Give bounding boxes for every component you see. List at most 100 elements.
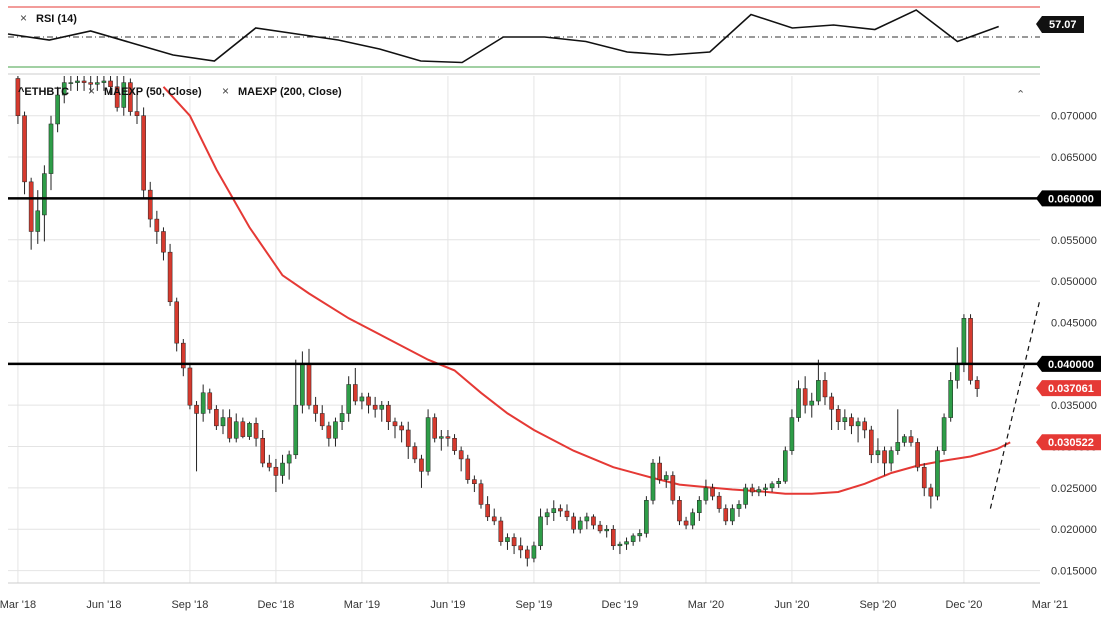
candle	[577, 516, 583, 534]
candle-body-up	[584, 516, 590, 522]
candle	[743, 483, 748, 509]
candle-body-down	[928, 487, 934, 497]
price-tag: 0.030522	[1036, 434, 1101, 451]
x-tick-label: Jun '18	[86, 599, 121, 611]
candle-body-up	[630, 535, 636, 542]
candle-body-up	[359, 396, 365, 402]
candle	[564, 504, 570, 521]
x-tick-label: Jun '19	[430, 599, 465, 611]
candle-body-up	[644, 500, 649, 534]
rsi-value-tag: 57.07	[1036, 16, 1084, 33]
x-tick-label: Dec '19	[601, 599, 638, 611]
candle-body-up	[505, 537, 510, 542]
candle-body-down	[749, 487, 755, 493]
candle	[366, 392, 371, 414]
candle	[584, 512, 590, 530]
level-tag: 0.060000	[1036, 190, 1101, 207]
candle-body-down	[372, 404, 378, 410]
candle	[604, 525, 609, 538]
candle-body-up	[280, 462, 285, 476]
candle-body-up	[961, 318, 967, 365]
candle	[657, 456, 662, 484]
candle-body-down	[114, 86, 120, 108]
candle-body-down	[968, 318, 973, 381]
candle	[260, 429, 265, 468]
candle	[319, 405, 325, 430]
candle-body-down	[597, 524, 603, 532]
candle-body-up	[247, 423, 252, 437]
candle	[432, 413, 437, 443]
candle-body-down	[405, 429, 411, 447]
candle	[670, 471, 676, 505]
candle-body-up	[902, 436, 907, 443]
candle	[339, 405, 345, 430]
candle	[372, 396, 378, 418]
candle-body-up	[233, 421, 239, 439]
candle	[306, 348, 312, 410]
x-tick-label: Sep '18	[171, 599, 208, 611]
level-tag-text: 0.040000	[1048, 359, 1094, 371]
candle-body-up	[346, 384, 351, 414]
candle-body-up	[42, 173, 47, 216]
candle-body-up	[697, 500, 702, 513]
candle	[869, 425, 874, 464]
candle	[286, 450, 292, 480]
candle	[313, 396, 318, 422]
x-tick-label: Mar '19	[344, 599, 380, 611]
candle	[472, 475, 477, 493]
candle	[928, 483, 934, 509]
candle-body-down	[915, 442, 920, 468]
trendline[interactable]	[989, 299, 1041, 509]
candle-body-up	[637, 533, 643, 537]
rsi-close-icon[interactable]: ×	[20, 11, 27, 25]
candle-body-up	[842, 417, 848, 422]
candle-body-down	[141, 115, 146, 191]
ma200-line	[162, 86, 1011, 495]
main-gridlines	[8, 76, 1040, 583]
level-tag-shape	[1036, 355, 1101, 372]
candle	[921, 463, 927, 497]
candle-body-up	[286, 454, 292, 464]
candle-body-up	[888, 450, 894, 464]
candle-body-up	[300, 363, 305, 406]
candle-body-down	[313, 404, 318, 414]
candle-body-up	[763, 487, 768, 490]
candle	[498, 516, 504, 546]
candle	[458, 446, 464, 472]
candle	[326, 421, 332, 447]
y-tick-label: 0.015000	[1051, 566, 1097, 578]
x-tick-label: Jun '20	[774, 599, 809, 611]
candle-body-down	[485, 504, 490, 518]
candle	[723, 504, 729, 526]
candle	[617, 541, 623, 555]
candle	[392, 417, 398, 439]
candle	[214, 405, 219, 430]
candle-body-up	[796, 388, 801, 418]
candle-body-up	[935, 450, 940, 497]
candle-body-up	[220, 417, 226, 427]
rsi-panel[interactable]: × RSI (14) 57.07	[7, 0, 1084, 72]
candle-body-down	[260, 438, 265, 464]
candle	[491, 508, 497, 526]
candle	[207, 388, 213, 414]
candle-body-down	[108, 80, 113, 88]
candle	[816, 359, 821, 406]
candle	[783, 446, 788, 484]
candle-body-up	[941, 417, 947, 451]
ma200-close-icon[interactable]: ×	[222, 84, 229, 98]
candle	[253, 417, 259, 447]
ma50-close-icon[interactable]: ×	[88, 84, 95, 98]
candle-body-down	[214, 409, 219, 427]
candle	[465, 454, 471, 484]
candle	[147, 181, 153, 228]
candle	[842, 409, 848, 430]
candle-body-up	[617, 543, 623, 547]
candle	[849, 413, 854, 435]
candle	[948, 372, 953, 422]
candle	[28, 177, 34, 250]
collapse-chevron-icon[interactable]: ⌃	[1016, 88, 1025, 101]
candle-body-down	[445, 436, 451, 439]
candle	[379, 401, 385, 422]
candle-body-down	[511, 537, 517, 547]
